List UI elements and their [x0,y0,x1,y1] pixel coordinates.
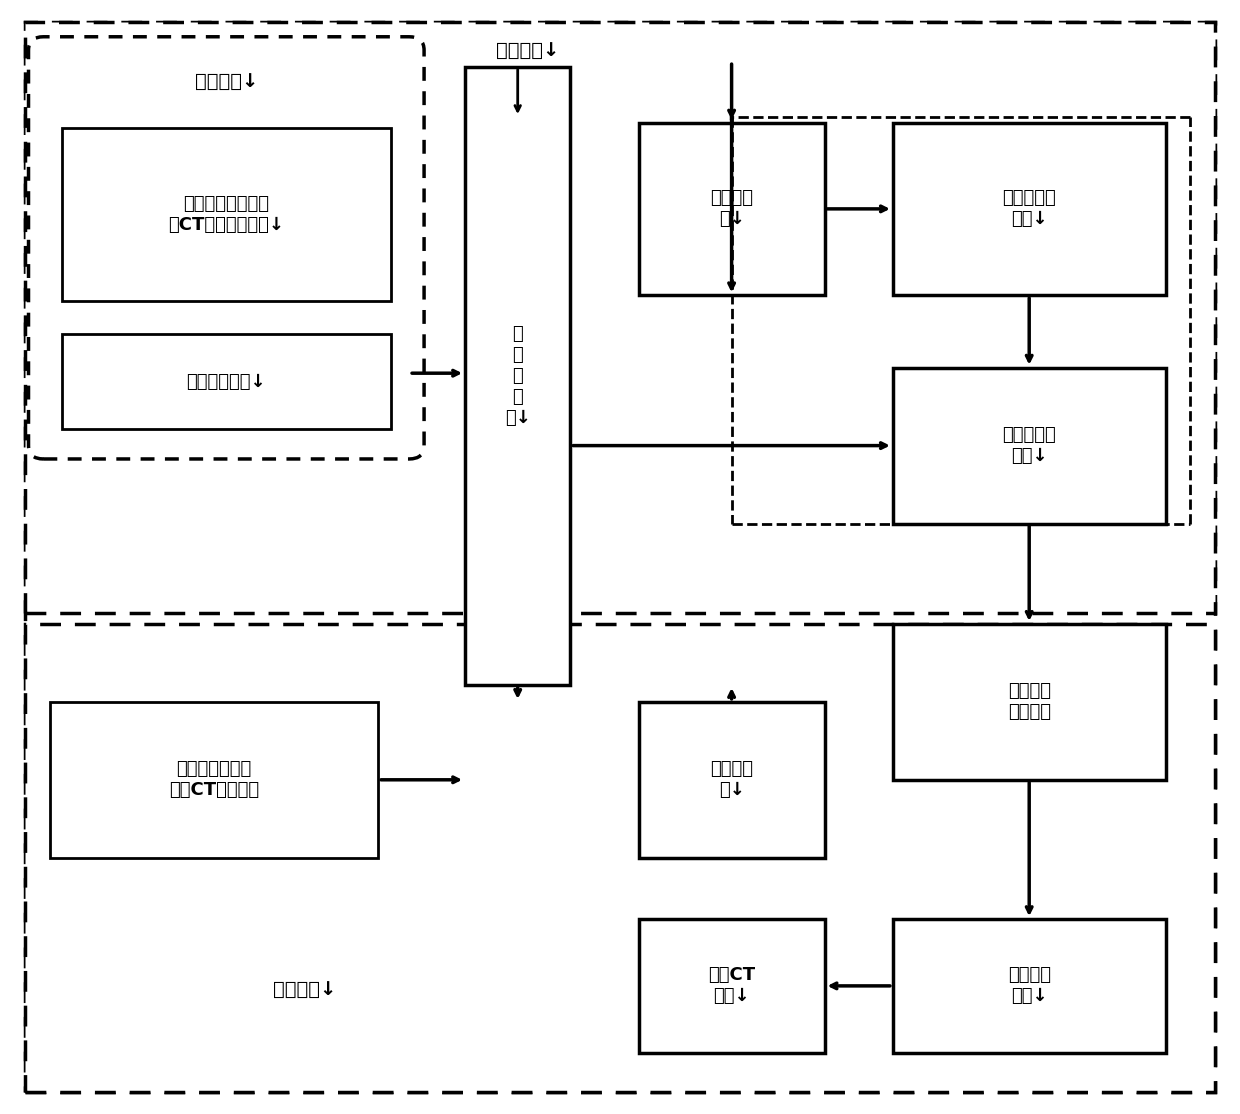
FancyBboxPatch shape [893,919,1166,1053]
FancyBboxPatch shape [25,22,1215,1092]
FancyBboxPatch shape [62,128,391,301]
Text: 三维有限角度锥
形束CT图像投影: 三维有限角度锥 形束CT图像投影 [169,761,259,799]
FancyBboxPatch shape [465,67,570,685]
Text: 三维矩阵
块↓: 三维矩阵 块↓ [711,761,753,799]
FancyBboxPatch shape [25,624,1215,1092]
Text: 缺失数据
的生成结: 缺失数据 的生成结 [1008,683,1050,721]
FancyBboxPatch shape [639,123,825,295]
Text: 对抗性生成
网络↓: 对抗性生成 网络↓ [1002,189,1056,228]
FancyBboxPatch shape [893,624,1166,780]
Text: 重建CT
图像↓: 重建CT 图像↓ [708,967,755,1005]
Text: 完全投影
数据↓: 完全投影 数据↓ [1008,967,1050,1005]
FancyBboxPatch shape [639,919,825,1053]
Text: 三维有限角度锥形
束CT图像投影数据↓: 三维有限角度锥形 束CT图像投影数据↓ [169,195,284,234]
FancyBboxPatch shape [50,702,378,858]
Text: 训练阶段↓: 训练阶段↓ [496,40,559,60]
FancyBboxPatch shape [62,334,391,429]
FancyBboxPatch shape [25,22,1215,613]
Text: 训练数据↓: 训练数据↓ [195,72,259,91]
Text: 训练好的生
成器↓: 训练好的生 成器↓ [1002,427,1056,465]
Text: 缺失真实数据↓: 缺失真实数据↓ [186,372,267,391]
Text: 数
据
预
处
理↓: 数 据 预 处 理↓ [505,325,531,427]
Text: 三维矩阵
块↓: 三维矩阵 块↓ [711,189,753,228]
FancyBboxPatch shape [29,37,424,459]
Text: 测试阶段↓: 测试阶段↓ [273,979,336,999]
FancyBboxPatch shape [893,123,1166,295]
FancyBboxPatch shape [639,702,825,858]
FancyBboxPatch shape [893,368,1166,524]
